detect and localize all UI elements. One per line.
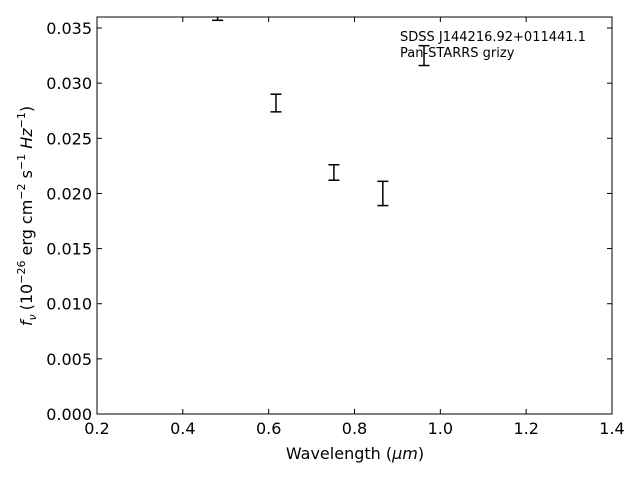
y-tick-label: 0.015 bbox=[46, 240, 92, 259]
y-tick-label: 0.010 bbox=[46, 295, 92, 314]
y-tick-label: 0.025 bbox=[46, 129, 92, 148]
x-axis-label: Wavelength (μm) bbox=[286, 444, 424, 463]
y-tick-label: 0.030 bbox=[46, 74, 92, 93]
x-tick-label: 0.6 bbox=[256, 419, 281, 438]
annotation-line-1: SDSS J144216.92+011441.1 bbox=[400, 30, 586, 45]
error-bar-r bbox=[270, 93, 282, 113]
data-points bbox=[212, 17, 430, 207]
annotation-line-2: Pan-STARRS grizy bbox=[400, 46, 515, 61]
plot-frame bbox=[96, 16, 613, 415]
x-tick-label: 0.2 bbox=[84, 419, 109, 438]
x-tick-label: 1.4 bbox=[599, 419, 624, 438]
error-bar-g bbox=[212, 17, 224, 22]
y-tick-label: 0.000 bbox=[46, 405, 92, 424]
y-tick-label: 0.005 bbox=[46, 350, 92, 369]
x-tick-label: 0.8 bbox=[342, 419, 367, 438]
y-axis-label: fν(10−26 erg cm−2 s−1 Hz−1) bbox=[15, 106, 39, 326]
y-tick-label: 0.035 bbox=[46, 19, 92, 38]
x-tick-label: 0.4 bbox=[170, 419, 195, 438]
y-tick-label: 0.020 bbox=[46, 184, 92, 203]
error-bar-y bbox=[418, 44, 430, 67]
ticks: 0.2 0.4 0.6 0.8 1.0 1.2 1.4 0.000 0.005 0.010 0.01… bbox=[46, 17, 625, 438]
x-tick-label: 1.2 bbox=[513, 419, 538, 438]
x-tick-label: 1.0 bbox=[428, 419, 453, 438]
error-bar-i bbox=[328, 164, 340, 181]
error-bar-z bbox=[377, 180, 389, 207]
